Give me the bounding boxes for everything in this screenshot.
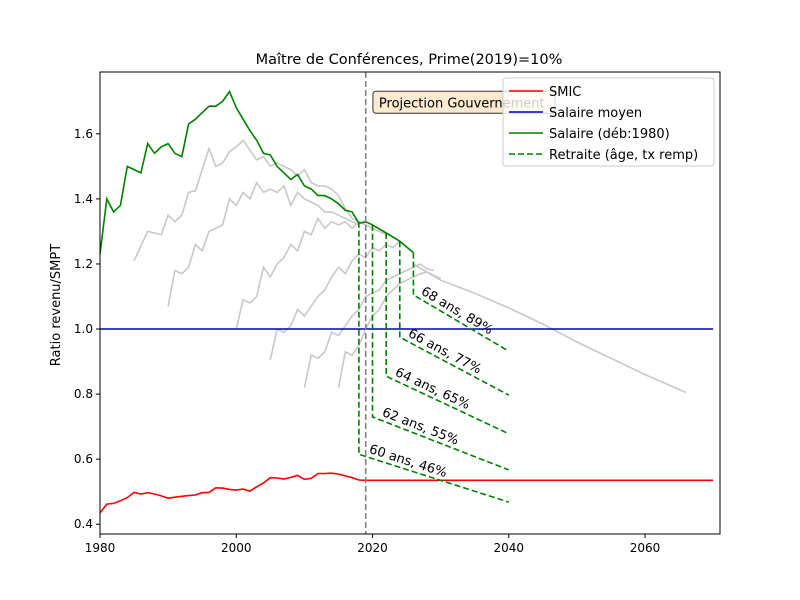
cohort-line-6 (337, 271, 442, 388)
cohort-line-1 (133, 139, 360, 262)
cohort-line-7 (412, 263, 687, 394)
retirement-label-4: 66 ans, 77% (405, 326, 483, 377)
legend-label-1: SMIC (549, 85, 581, 100)
y-tick-label-5: 1.4 (74, 192, 93, 206)
retirement-line-2 (371, 224, 510, 471)
legend-label-4: Retraite (âge, tx remp) (549, 148, 698, 163)
x-tick-label-2060: 2060 (630, 541, 661, 555)
x-tick-label-2040: 2040 (494, 541, 525, 555)
series-line-smic (100, 472, 714, 514)
y-tick-label-1: 0.6 (74, 452, 93, 466)
cohort-line-5 (303, 263, 434, 388)
y-axis-label: Ratio revenu/SMPT (49, 244, 64, 366)
y-tick-label-3: 1.0 (74, 322, 93, 336)
legend-label-2: Salaire moyen (549, 106, 642, 121)
retirement-label-2: 62 ans, 55% (380, 405, 461, 448)
retirement-line-4 (398, 241, 510, 396)
plot-area: 60 ans, 46%62 ans, 55%64 ans, 65%66 ans,… (74, 71, 721, 555)
x-tick-label-2000: 2000 (221, 541, 252, 555)
x-tick-label-2020: 2020 (357, 541, 388, 555)
cohort-line-2 (167, 180, 360, 307)
y-tick-label-0: 0.4 (74, 517, 93, 531)
retirement-line-3 (385, 233, 510, 435)
y-tick-label-6: 1.6 (74, 127, 93, 141)
legend-box (502, 77, 715, 167)
cohort-line-4 (269, 240, 401, 361)
chart-title: Maître de Conférences, Prime(2019)=10% (256, 52, 563, 68)
series-line-salaire (100, 89, 414, 255)
x-tick-label-1980: 1980 (85, 541, 116, 555)
y-tick-label-2: 0.8 (74, 387, 93, 401)
y-tick-label-4: 1.2 (74, 257, 93, 271)
retirement-line-1 (358, 221, 510, 503)
retirement-label-3: 64 ans, 65% (393, 365, 473, 413)
retirement-label-5: 68 ans, 89% (418, 284, 495, 338)
axes-frame (99, 71, 721, 535)
legend-label-3: Salaire (déb:1980) (549, 127, 670, 142)
retirement-line-5 (412, 252, 510, 352)
cohort-line-3 (235, 216, 387, 330)
